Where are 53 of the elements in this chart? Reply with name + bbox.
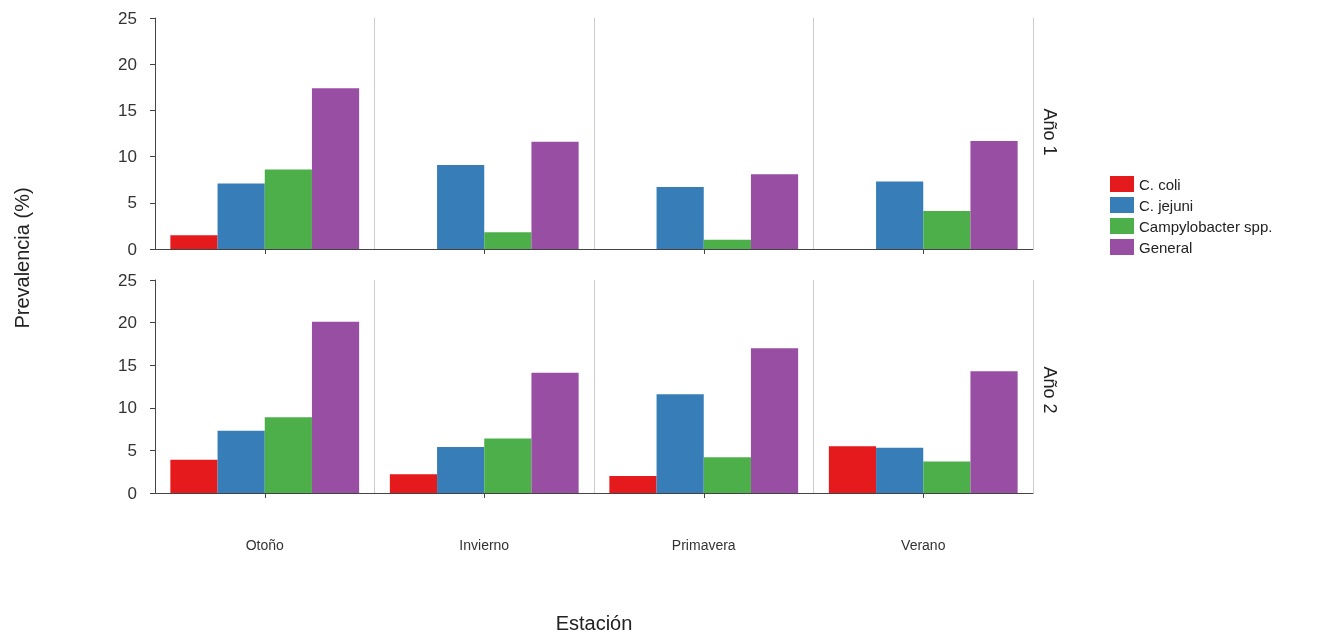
x-tick-label: Otoño <box>245 537 285 553</box>
y-tick-label: 25 <box>118 8 137 28</box>
bar <box>876 181 924 249</box>
bar <box>217 430 265 493</box>
bar <box>170 235 218 249</box>
legend-label: Campylobacter spp. <box>1139 217 1273 235</box>
bar <box>750 348 799 493</box>
bar <box>170 459 218 493</box>
bar <box>311 88 360 249</box>
y-tick-label: 15 <box>118 100 137 120</box>
y-tick-label: 5 <box>127 193 137 213</box>
legend-label: General <box>1139 238 1193 256</box>
bar <box>389 474 438 493</box>
bar <box>656 187 704 249</box>
bar <box>609 475 657 493</box>
y-axis-title: Prevalencia (%) <box>10 187 34 329</box>
legend-label: C. jejuni <box>1139 196 1194 214</box>
bar <box>970 371 1018 493</box>
bar <box>484 232 532 249</box>
bar <box>750 174 799 249</box>
x-axis-title: Estación <box>555 612 633 634</box>
bar <box>703 457 751 493</box>
y-tick-label: 25 <box>118 270 137 290</box>
y-tick-label: 10 <box>118 147 137 167</box>
y-tick-label: 15 <box>118 355 137 375</box>
text: Año 1 <box>1040 108 1060 156</box>
bar <box>437 164 485 249</box>
bar <box>264 417 312 493</box>
y-tick-label: 20 <box>118 313 137 333</box>
bar <box>437 446 485 493</box>
x-tick-label: Verano <box>901 537 946 553</box>
y-tick-label: 0 <box>127 483 137 503</box>
y-tick-label: 5 <box>127 440 137 460</box>
y-tick-label: 0 <box>127 239 137 259</box>
bar <box>264 169 312 249</box>
bar <box>531 372 579 493</box>
bar <box>923 211 971 249</box>
legend-label: C. coli <box>1139 175 1181 193</box>
bar <box>703 239 751 249</box>
bar <box>923 461 971 493</box>
bar <box>311 321 360 493</box>
bar <box>531 141 579 249</box>
bar <box>656 394 704 493</box>
text: Año 2 <box>1040 366 1060 414</box>
bar <box>970 140 1018 249</box>
bar <box>484 438 532 493</box>
y-tick-label: 20 <box>118 54 137 74</box>
bar <box>217 183 265 249</box>
x-tick-label: Invierno <box>459 537 510 553</box>
bar <box>828 446 877 493</box>
y-tick-label: 10 <box>118 398 137 418</box>
bar <box>876 447 924 493</box>
x-tick-label: Primavera <box>671 537 736 553</box>
